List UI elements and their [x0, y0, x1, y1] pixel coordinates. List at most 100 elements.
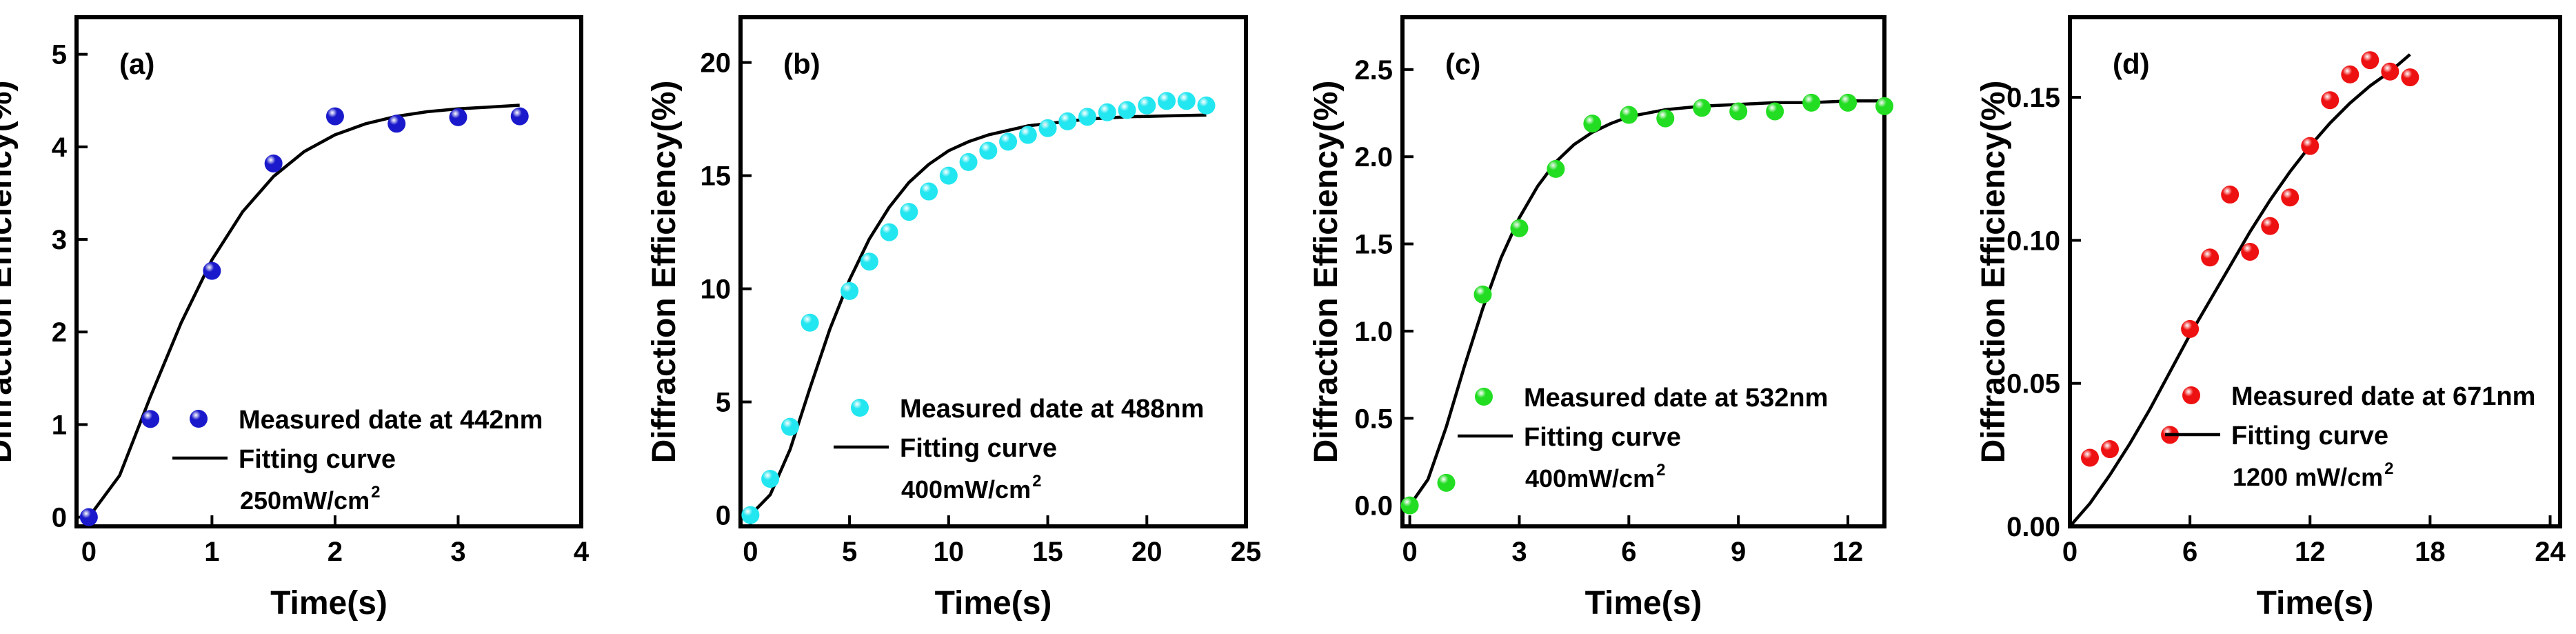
data-point — [1158, 92, 1176, 110]
legend-label-fit: Fitting curve — [2231, 422, 2388, 450]
data-point — [1583, 115, 1602, 133]
data-point — [2281, 188, 2300, 207]
legend-label-fit: Fitting curve — [239, 445, 396, 474]
x-tick-label: 2 — [328, 537, 343, 567]
plot-frame — [1400, 15, 1886, 528]
x-tick-label: 6 — [2182, 537, 2197, 567]
x-tick-label: 4 — [574, 537, 590, 567]
y-tick-label: 0.05 — [2006, 369, 2060, 399]
y-tick-label: 0.0 — [1354, 491, 1393, 522]
data-point — [510, 107, 529, 126]
x-tick-label: 12 — [1833, 537, 1864, 567]
data-point — [1038, 119, 1057, 137]
power-density-superscript: 2 — [371, 483, 380, 502]
data-point — [2261, 217, 2280, 235]
x-tick-label: 6 — [1621, 537, 1636, 567]
data-point — [1802, 93, 1821, 112]
power-density-note: 250mW/cm — [240, 486, 370, 515]
y-tick-label: 0.5 — [1354, 404, 1393, 434]
y-tick-label: 1.5 — [1354, 230, 1393, 260]
plot-frame — [738, 15, 1248, 528]
x-tick-label: 5 — [842, 537, 857, 567]
legend-label-fit: Fitting curve — [900, 434, 1057, 463]
data-point — [860, 252, 878, 271]
power-density-note: 400mW/cm — [901, 475, 1031, 504]
y-tick-label: 5 — [716, 388, 731, 418]
x-tick-label: 3 — [450, 537, 465, 567]
data-point — [2301, 137, 2320, 155]
legend-label-fit: Fitting curve — [1524, 423, 1681, 452]
data-point — [920, 182, 938, 201]
data-point — [781, 417, 799, 436]
x-tick-label: 24 — [2535, 537, 2566, 567]
data-point — [1547, 159, 1565, 178]
x-tick-label: 0 — [81, 537, 97, 567]
data-point — [1078, 108, 1097, 126]
data-point — [1098, 103, 1116, 121]
panel-label: (b) — [783, 48, 821, 80]
data-point — [1510, 219, 1529, 237]
data-point — [2401, 68, 2419, 87]
data-point — [141, 410, 160, 428]
y-tick-label: 0 — [52, 503, 67, 533]
data-point — [2381, 62, 2399, 81]
data-point — [939, 166, 958, 185]
y-tick-label: 0.10 — [2006, 226, 2060, 256]
x-tick-label: 12 — [2295, 537, 2326, 567]
data-point — [2221, 186, 2240, 204]
x-tick-label: 0 — [2062, 537, 2077, 567]
x-tick-label: 0 — [1402, 537, 1417, 567]
power-density-superscript: 2 — [1032, 472, 1041, 491]
x-tick-label: 20 — [1131, 537, 1163, 567]
data-point — [449, 108, 467, 126]
chart-panel-4: 0 6 12 18 24 0.00 0.05 0.10 0.15 Time(s) Diffracti… — [1975, 15, 2566, 622]
data-point — [2181, 319, 2200, 338]
data-point — [2341, 65, 2359, 83]
legend-marker — [851, 399, 869, 417]
legend-marker — [190, 410, 208, 428]
legend-label-measured: Measured date at 442nm — [239, 406, 543, 435]
panel-label: (d) — [2113, 48, 2150, 80]
legend-marker — [2182, 386, 2200, 404]
data-point — [741, 506, 760, 524]
panel-label: (c) — [1445, 48, 1480, 80]
y-tick-label: 3 — [52, 225, 67, 255]
chart-panel-3: 0 3 6 9 12 0.0 0.5 1.0 1.5 2.0 2.5 Time(s) Diffracti… — [1308, 15, 1893, 622]
y-tick-label: 0 — [716, 501, 731, 531]
data-point — [2101, 440, 2120, 459]
data-point — [1177, 92, 1196, 110]
x-tick-label: 18 — [2415, 537, 2446, 567]
plot-frame — [2068, 15, 2562, 528]
power-density-superscript: 2 — [1656, 461, 1665, 479]
data-point — [1620, 106, 1638, 124]
data-point — [979, 141, 998, 160]
data-point — [1729, 102, 1748, 121]
x-tick-label: 1 — [204, 537, 219, 567]
x-tick-label: 15 — [1032, 537, 1063, 567]
fitting-curve — [1408, 99, 1884, 506]
y-tick-label: 2.5 — [1354, 55, 1393, 86]
y-tick-label: 0.15 — [2006, 83, 2060, 113]
data-point — [880, 223, 898, 241]
y-tick-label: 10 — [701, 275, 732, 305]
data-point — [2081, 448, 2100, 467]
data-point — [841, 281, 859, 300]
data-point — [325, 107, 344, 126]
y-tick-label: 4 — [52, 132, 68, 163]
plot-frame — [74, 15, 583, 528]
data-point — [761, 470, 780, 488]
data-point — [1138, 96, 1156, 115]
data-point — [2241, 242, 2260, 261]
fitting-curve — [2069, 53, 2411, 528]
y-tick-label: 1 — [52, 410, 67, 440]
chart-panel-2: 0 5 10 15 20 25 0 5 10 15 20 Time(s) Diffraction Eff… — [646, 15, 1261, 622]
data-point — [1693, 99, 1711, 117]
x-tick-label: 9 — [1731, 537, 1746, 567]
data-point — [1766, 102, 1784, 121]
y-tick-label: 1.0 — [1354, 317, 1393, 347]
y-axis-title: Diffraction Efficiency(%) — [1308, 81, 1345, 464]
data-point — [1875, 97, 1893, 115]
data-point — [900, 203, 918, 221]
y-axis-title: Diffraction Efficiency(%) — [646, 81, 683, 464]
